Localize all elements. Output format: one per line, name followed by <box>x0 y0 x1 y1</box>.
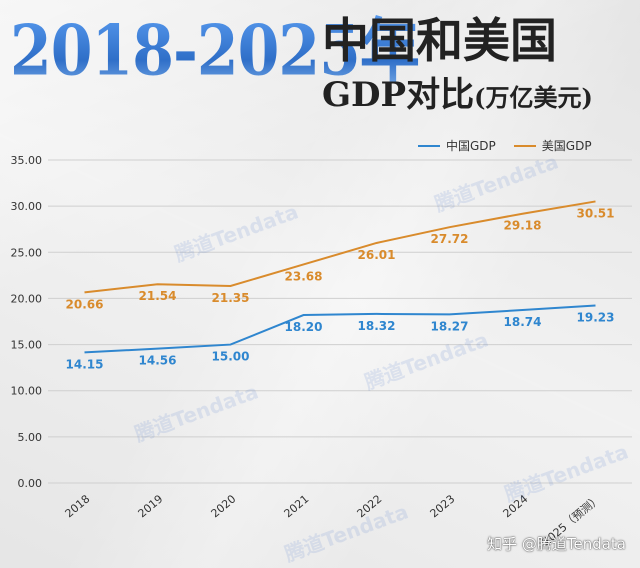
header: 2018-2025年 中国和美国 GDP对比(万亿美元) <box>0 0 640 130</box>
series-line-china <box>84 304 596 354</box>
unit-label: (万亿美元) <box>474 83 593 112</box>
data-label: 18.74 <box>504 315 542 329</box>
page-subtitle: GDP对比(万亿美元) <box>322 75 593 115</box>
x-tick-label: 2019 <box>136 492 166 520</box>
legend-label-china: 中国GDP <box>446 139 496 153</box>
year-range-title: 2018-2025年 <box>10 11 420 92</box>
legend-label-usa: 美国GDP <box>541 139 592 153</box>
data-label: 27.72 <box>431 232 469 246</box>
data-label: 19.23 <box>577 311 615 325</box>
data-label: 23.68 <box>285 269 323 283</box>
y-tick-label: 35.00 <box>11 154 43 167</box>
data-label: 29.18 <box>504 219 542 233</box>
data-label: 21.54 <box>139 289 177 303</box>
data-label: 21.35 <box>212 291 250 305</box>
x-tick-label: 2021 <box>282 492 312 520</box>
data-label: 30.51 <box>577 206 615 220</box>
y-tick-label: 30.00 <box>11 200 43 213</box>
series-line-usa <box>84 200 596 294</box>
legend-item-china: 中国GDP <box>418 137 496 154</box>
y-tick-label: 5.00 <box>18 431 43 444</box>
page-title: 中国和美国 <box>322 14 557 69</box>
x-tick-label: 2023 <box>428 492 458 520</box>
x-tick-label: 2020 <box>209 492 239 520</box>
y-tick-label: 20.00 <box>11 292 43 305</box>
y-tick-label: 15.00 <box>11 339 43 352</box>
y-tick-label: 0.00 <box>18 477 43 490</box>
credit-text: 知乎 @腾道Tendata <box>487 535 626 553</box>
data-label: 18.20 <box>285 320 323 334</box>
data-label: 20.66 <box>66 297 104 311</box>
data-label: 18.32 <box>358 319 396 333</box>
x-tick-label: 2018 <box>63 492 93 520</box>
y-tick-label: 10.00 <box>11 385 43 398</box>
legend-item-usa: 美国GDP <box>513 137 592 154</box>
legend-swatch-china <box>418 144 440 147</box>
data-label: 14.56 <box>139 354 177 368</box>
legend: 中国GDP 美国GDP <box>418 137 592 154</box>
data-label: 18.27 <box>431 319 469 333</box>
y-tick-label: 25.00 <box>11 246 43 259</box>
data-label: 26.01 <box>358 248 396 262</box>
subtitle-text: GDP对比 <box>322 75 475 115</box>
data-label: 14.15 <box>66 357 104 371</box>
data-label: 15.00 <box>212 350 250 364</box>
legend-swatch-usa <box>513 144 536 147</box>
